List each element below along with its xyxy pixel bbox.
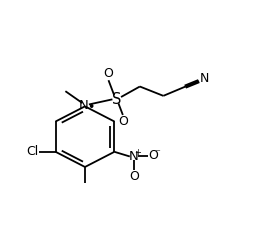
Text: N: N	[79, 99, 88, 112]
Text: N: N	[129, 150, 139, 163]
Text: N: N	[199, 72, 209, 85]
Text: +: +	[134, 148, 141, 157]
Text: ⁻: ⁻	[154, 148, 160, 158]
Text: S: S	[112, 92, 121, 107]
Text: O: O	[118, 115, 128, 128]
Text: •: •	[87, 101, 95, 114]
Text: O: O	[129, 170, 139, 183]
Text: O: O	[148, 149, 158, 162]
Text: O: O	[103, 67, 114, 80]
Text: Cl: Cl	[27, 145, 39, 158]
